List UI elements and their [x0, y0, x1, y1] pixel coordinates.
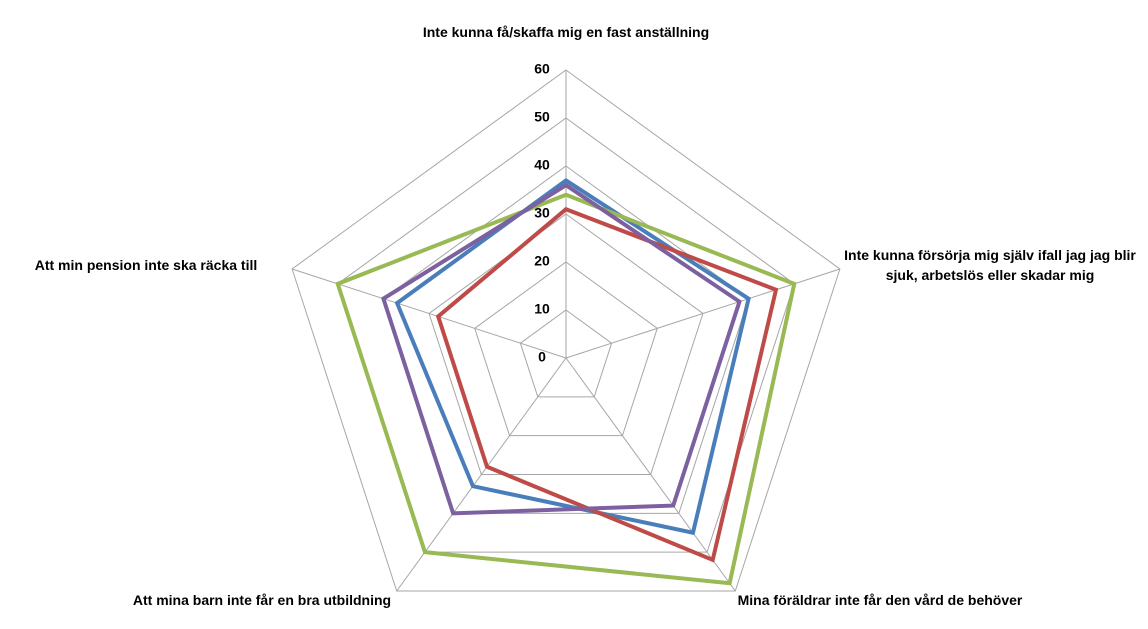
category-label: Inte kunna försörja mig själv ifall jag … [844, 247, 1136, 283]
r-tick-label: 10 [534, 301, 550, 317]
category-label: Att mina barn inte får en bra utbildning [132, 592, 392, 608]
r-tick-label: 20 [534, 253, 550, 269]
r-tick-label: 40 [534, 157, 550, 173]
r-tick-label: 60 [534, 61, 550, 77]
axis-spoke [565, 268, 841, 359]
grid-ring [291, 69, 841, 592]
r-tick-label: 30 [534, 205, 550, 221]
category-label: Att min pension inte ska räcka till [34, 257, 258, 273]
r-tick-label: 0 [538, 349, 546, 365]
grid-ring [337, 117, 795, 553]
series-line [335, 192, 797, 586]
axis-spoke [565, 357, 736, 592]
series-line [381, 182, 742, 516]
r-tick-label: 50 [534, 109, 550, 125]
grid-ring [474, 261, 658, 437]
category-label: Inte kunna få/skaffa mig en fast anställ… [422, 24, 710, 40]
grid-ring [519, 309, 613, 398]
series-line [435, 206, 779, 563]
grid-ring [428, 213, 704, 475]
category-label: Mina föräldrar inte får den vård de behö… [737, 592, 1023, 608]
grid-ring [382, 165, 750, 514]
